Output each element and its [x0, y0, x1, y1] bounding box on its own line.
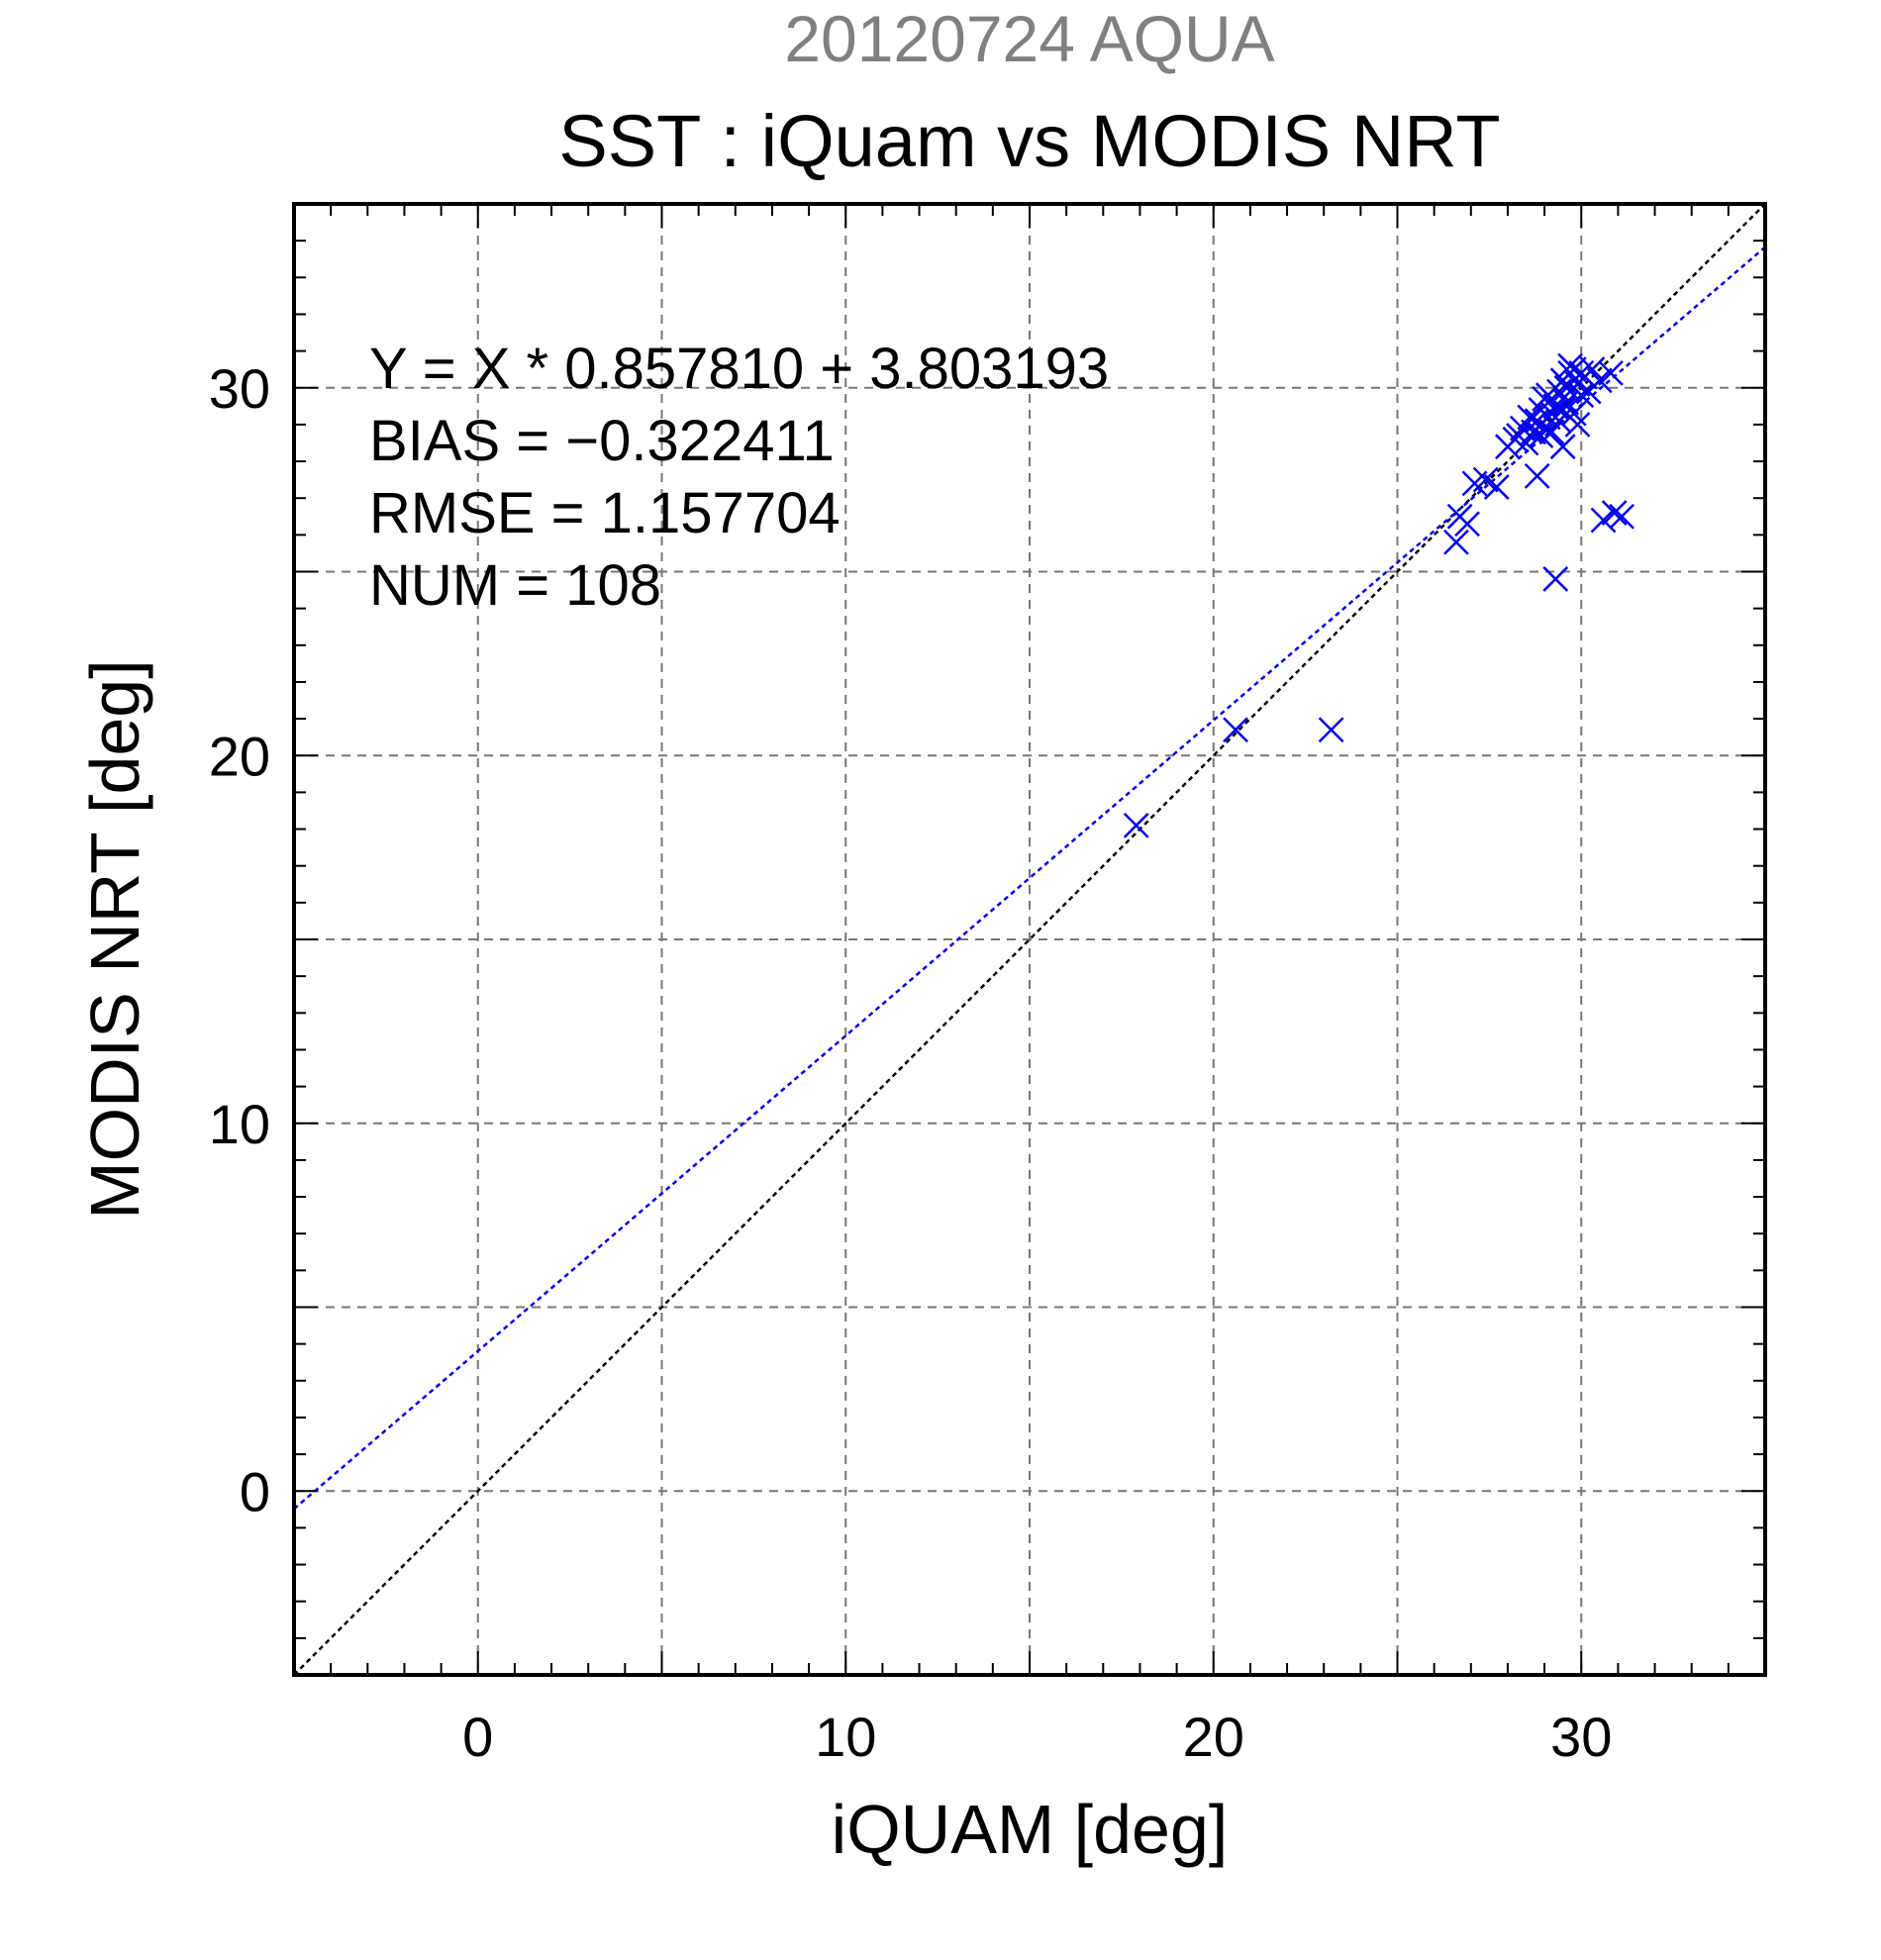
data-point: [1123, 812, 1149, 838]
y-tick-label: 10: [209, 1093, 270, 1155]
data-point-stroke: [1560, 400, 1587, 427]
stats-annotation: Y = X * 0.857810 + 3.803193 BIAS = −0.322…: [369, 337, 1109, 618]
stats-line: BIAS = −0.322411: [369, 409, 835, 473]
stats-line: NUM = 108: [369, 553, 661, 618]
data-point: [1542, 566, 1569, 592]
data-point-stroke: [1568, 360, 1595, 386]
chart-title: SST : iQuam vs MODIS NRT: [558, 100, 1500, 182]
data-point-stroke: [1223, 717, 1248, 743]
x-axis-label: iQUAM [deg]: [832, 1791, 1229, 1868]
data-point-stroke: [1575, 378, 1602, 405]
stats-line: Y = X * 0.857810 + 3.803193: [369, 337, 1109, 401]
data-point-stroke: [1590, 507, 1617, 534]
data-markers: [1123, 352, 1634, 838]
data-point-stroke: [1123, 812, 1149, 838]
data-point: [1609, 503, 1634, 530]
data-point-stroke: [1568, 382, 1595, 409]
data-point: [1454, 511, 1480, 538]
grid: [294, 204, 1765, 1675]
data-point-stroke: [1549, 397, 1576, 423]
data-point-stroke: [1534, 382, 1561, 409]
x-tick-label: 10: [815, 1706, 876, 1768]
data-point: [1564, 412, 1591, 438]
data-point: [1506, 423, 1532, 448]
data-point: [1598, 360, 1624, 386]
data-point: [1601, 500, 1628, 526]
data-point-stroke: [1549, 434, 1576, 460]
y-tick-label: 30: [209, 357, 270, 420]
data-point-stroke: [1318, 717, 1344, 743]
data-point-stroke: [1528, 423, 1554, 448]
data-point: [1528, 423, 1554, 448]
data-point: [1524, 463, 1550, 489]
y-axis-label: MODIS NRT [deg]: [76, 659, 153, 1219]
data-point-stroke: [1609, 503, 1634, 530]
data-point-stroke: [1483, 474, 1510, 500]
data-point: [1472, 466, 1499, 493]
data-point: [1318, 717, 1344, 743]
data-point-stroke: [1506, 423, 1532, 448]
data-point-stroke: [1601, 500, 1628, 526]
data-point-stroke: [1472, 466, 1499, 493]
chart-suptitle: 20120724 AQUA: [784, 2, 1274, 75]
data-point: [1517, 404, 1543, 431]
y-tick-label: 0: [240, 1460, 270, 1522]
data-point-stroke: [1443, 529, 1469, 555]
x-tick-label: 20: [1183, 1706, 1244, 1768]
data-point: [1443, 529, 1469, 555]
x-tick-label: 0: [462, 1706, 493, 1768]
data-point-stroke: [1560, 356, 1587, 383]
tick-labels: 0 10 20 30 0 10 20 30: [209, 357, 1613, 1768]
data-point: [1568, 360, 1595, 386]
data-point: [1575, 378, 1602, 405]
data-point-stroke: [1542, 566, 1569, 592]
data-point: [1483, 474, 1510, 500]
data-point: [1223, 717, 1248, 743]
plot-frame: [292, 202, 1767, 1677]
data-point-stroke: [1564, 412, 1591, 438]
x-tick-label: 30: [1550, 1706, 1612, 1768]
y-tick-label: 20: [209, 725, 270, 787]
data-point: [1560, 356, 1587, 383]
data-point-stroke: [1517, 404, 1543, 431]
stats-line: RMSE = 1.157704: [369, 481, 841, 545]
data-point-stroke: [1524, 463, 1550, 489]
data-point-stroke: [1454, 511, 1480, 538]
data-point-stroke: [1598, 360, 1624, 386]
